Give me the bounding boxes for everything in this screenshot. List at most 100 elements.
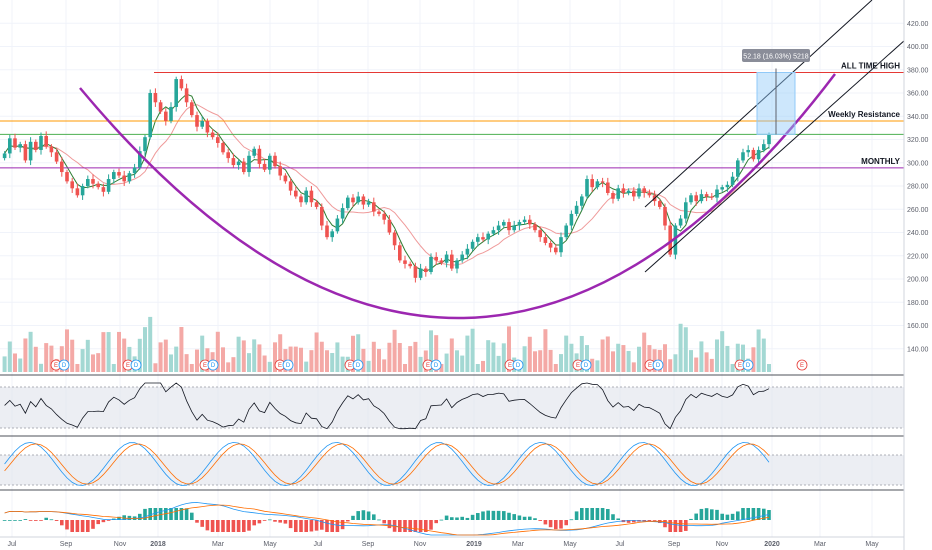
earnings-marker-letter: E [648,363,652,369]
macd-histogram-bar [715,509,719,520]
candle-body [200,120,204,127]
price-tick-label: 340.00 [907,114,929,121]
candle-body [538,230,542,238]
macd-histogram-bar [200,520,204,527]
dividend-marker[interactable] [282,359,294,371]
candle-body [65,172,69,182]
volume-bar [262,355,267,372]
candle-body [418,268,423,278]
macd-histogram-bar [278,520,282,523]
candle-body [559,237,563,253]
slow-moving-average-line [4,104,770,266]
macd-histogram-bar [502,511,506,520]
candle-body [44,136,48,147]
volume-bar [65,329,69,372]
candle-body [112,172,116,180]
time-tick-label: May [263,541,277,548]
candle-body [642,188,646,193]
candle-body [330,231,334,238]
candle-body [439,260,444,263]
candle-body [356,196,360,203]
volume-bar [299,347,303,372]
macd-histogram-bar [699,508,704,520]
fast-moving-average-line [4,93,770,272]
volume-bar [127,346,132,372]
candle-body [762,144,766,150]
price-axis[interactable]: 420.00 400.00 380.00 360.00 340.00 320.00 300.… [903,0,932,550]
candle-body [169,106,173,121]
dividend-marker[interactable] [352,359,364,371]
earnings-marker-letter: E [576,363,580,369]
macd-histogram-bar [569,519,574,521]
stoch-k-line [4,441,770,487]
dividend-marker[interactable] [742,359,754,371]
channel-lower-line[interactable] [644,39,906,273]
volume-bar [382,359,387,372]
macd-histogram-bar [247,520,251,531]
candle-body [138,151,142,168]
dividend-marker[interactable] [58,359,70,371]
time-tick-label: Nov [114,541,127,548]
candle-body [60,161,64,173]
candle-body [704,194,709,197]
dividend-marker[interactable] [207,359,219,371]
volume-bar [621,345,626,372]
dividend-marker-letter: D [746,363,751,369]
cup-curve[interactable] [79,73,836,320]
candle-body [543,237,548,243]
volume-bar [590,358,595,372]
dividend-marker[interactable] [130,359,142,371]
volume-bar [663,344,667,372]
level-label: Weekly Resistance [828,110,900,119]
candle-body [569,213,574,226]
dividend-marker[interactable] [430,359,442,371]
candle-body [148,93,152,138]
volume-bar [49,345,54,372]
volume-bar [273,342,277,372]
candle-body [143,137,147,152]
volume-bar [491,342,496,372]
candle-body [689,195,693,203]
macd-histogram-bar [632,520,636,523]
volume-bar [252,339,257,372]
channel-upper-line[interactable] [644,0,873,208]
volume-bar [101,332,106,372]
dividend-marker[interactable] [580,359,592,371]
macd-histogram-bar [335,520,340,532]
candle-body [278,166,282,176]
candle-body [283,175,288,182]
macd-histogram-bar [49,519,54,521]
dividend-marker[interactable] [652,359,664,371]
candle-body [117,172,121,176]
macd-histogram-bar [736,511,740,520]
macd-histogram-bar [460,516,464,520]
dividend-marker[interactable] [512,359,524,371]
macd-histogram-bar [320,520,324,530]
macd-histogram-bar [580,508,584,520]
time-axis[interactable]: Jul Sep Nov 2018 Mar May Jul Sep Nov 2019 Mar May Ju… [0,536,904,548]
macd-histogram-bar [398,520,402,532]
macd-histogram-bar [590,508,594,520]
dividend-marker-letter: D [286,363,291,369]
earnings-marker[interactable] [796,359,808,371]
volume-bar [730,364,735,372]
candle-body [179,79,184,89]
candle-body [377,211,381,214]
drawings[interactable]: 52.18 (16.03%) 5218 [79,0,906,320]
volume-bar [111,364,116,372]
macd-histogram-bar [330,520,334,532]
time-tick-label: Jul [8,541,17,548]
macd-histogram-bar [434,520,438,524]
candle-body [13,138,17,148]
macd-histogram-bar [538,520,542,521]
macd-histogram-bar [424,520,428,532]
dividend-marker-letter: D [211,363,216,369]
volume-bar [683,327,688,372]
candle-body [392,232,397,246]
volume-bar [709,358,714,372]
candle-body [554,247,558,253]
volume-bar [148,316,153,372]
